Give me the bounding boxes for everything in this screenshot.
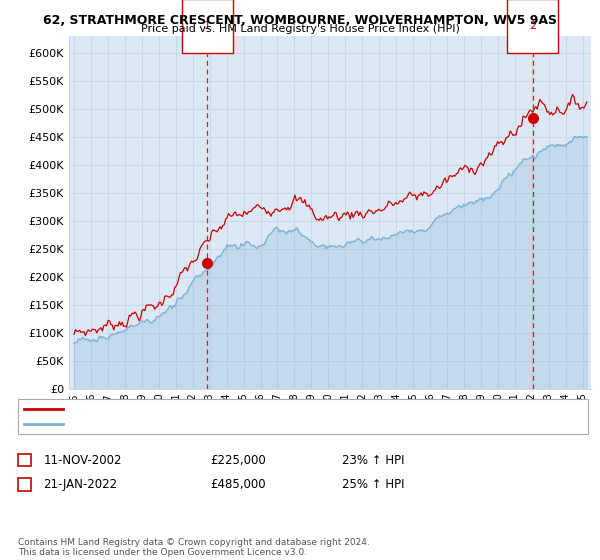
Text: Price paid vs. HM Land Registry's House Price Index (HPI): Price paid vs. HM Land Registry's House … — [140, 24, 460, 34]
Text: £485,000: £485,000 — [210, 478, 266, 491]
Text: 1: 1 — [204, 21, 211, 31]
Text: 25% ↑ HPI: 25% ↑ HPI — [342, 478, 404, 491]
Text: 2: 2 — [529, 21, 536, 31]
Text: 2: 2 — [20, 478, 29, 491]
Text: 21-JAN-2022: 21-JAN-2022 — [43, 478, 118, 491]
Text: 1: 1 — [20, 454, 29, 467]
Text: Contains HM Land Registry data © Crown copyright and database right 2024.
This d: Contains HM Land Registry data © Crown c… — [18, 538, 370, 557]
Text: 23% ↑ HPI: 23% ↑ HPI — [342, 454, 404, 467]
Text: 62, STRATHMORE CRESCENT, WOMBOURNE, WOLVERHAMPTON, WV5 9AS (detached ho: 62, STRATHMORE CRESCENT, WOMBOURNE, WOLV… — [69, 404, 526, 414]
Text: HPI: Average price, detached house, South Staffordshire: HPI: Average price, detached house, Sout… — [69, 419, 363, 430]
Text: 11-NOV-2002: 11-NOV-2002 — [43, 454, 122, 467]
Text: 62, STRATHMORE CRESCENT, WOMBOURNE, WOLVERHAMPTON, WV5 9AS: 62, STRATHMORE CRESCENT, WOMBOURNE, WOLV… — [43, 14, 557, 27]
Text: £225,000: £225,000 — [210, 454, 266, 467]
